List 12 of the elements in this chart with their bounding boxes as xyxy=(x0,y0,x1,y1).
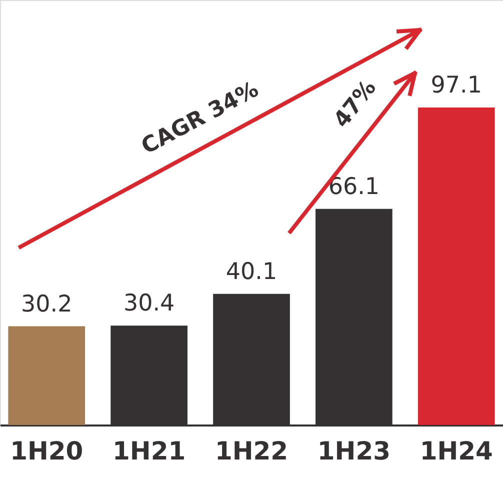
data-label: 97.1 xyxy=(430,72,482,99)
x-tick-label: 1H24 xyxy=(420,436,493,466)
data-label: 30.2 xyxy=(21,291,72,318)
x-tick-label: 1H23 xyxy=(317,436,390,466)
x-tick-label: 1H20 xyxy=(10,436,84,466)
bar xyxy=(418,108,495,425)
x-tick-label: 1H22 xyxy=(214,436,288,466)
data-label: 66.1 xyxy=(328,174,380,200)
data-label: 40.1 xyxy=(226,258,278,285)
bar xyxy=(8,326,86,425)
x-tick-label: 1H21 xyxy=(112,436,186,466)
data-label: 30.4 xyxy=(123,290,175,317)
